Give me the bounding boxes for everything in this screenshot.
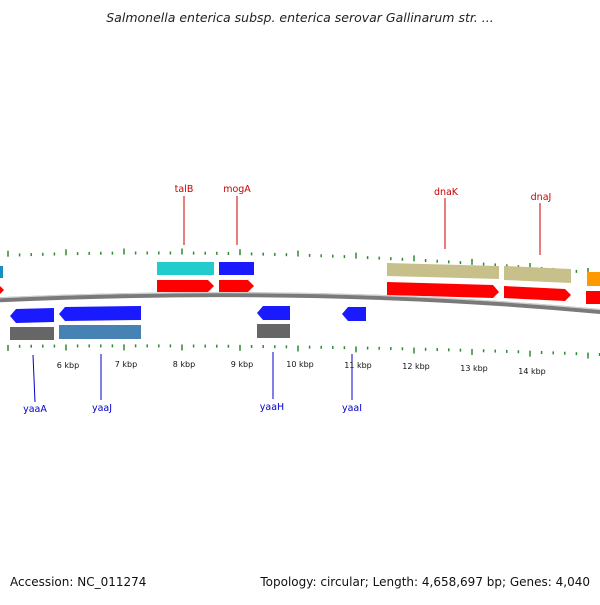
cds-edge-right[interactable]	[586, 291, 600, 304]
cds-yaaH[interactable]	[257, 306, 290, 320]
top-labels: talB mogA dnaK dnaJ	[175, 184, 552, 255]
label-line-yaaA	[32, 354, 36, 403]
gene-yaaH[interactable]	[257, 324, 290, 338]
ruler-ticks-bottom	[7, 344, 600, 359]
label-dnaJ[interactable]: dnaJ	[531, 192, 552, 203]
label-yaaJ[interactable]: yaaJ	[92, 403, 112, 414]
cds-yaaI[interactable]	[342, 307, 366, 321]
label-talB[interactable]: talB	[175, 184, 194, 195]
genome-summary-text: Topology: circular; Length: 4,658,697 bp…	[260, 575, 590, 589]
ruler-labels: 6 kbp 7 kbp 8 kbp 9 kbp 10 kbp 11 kbp 12…	[57, 360, 546, 376]
label-dnaK[interactable]: dnaK	[434, 187, 459, 198]
cds-edge-left[interactable]	[0, 286, 4, 294]
ruler-label-6kbp: 6 kbp	[57, 361, 79, 370]
ruler-label-9kbp: 9 kbp	[231, 360, 253, 369]
label-yaaA[interactable]: yaaA	[23, 404, 47, 415]
gene-yaaA[interactable]	[10, 327, 54, 340]
gene-edge-right-orange[interactable]	[587, 272, 600, 286]
forward-genes	[0, 262, 600, 304]
cds-dnaK[interactable]	[387, 282, 499, 298]
ruler-label-10kbp: 10 kbp	[286, 360, 314, 369]
ruler-label-8kbp: 8 kbp	[173, 360, 195, 369]
cds-yaaJ[interactable]	[59, 306, 141, 321]
chromosome-backbone-highlight	[0, 292, 600, 311]
ruler-label-12kbp: 12 kbp	[402, 362, 430, 371]
label-mogA[interactable]: mogA	[223, 184, 251, 195]
cds-dnaJ[interactable]	[504, 286, 571, 301]
gene-dnaJ[interactable]	[504, 266, 571, 283]
accession-text: Accession: NC_011274	[10, 575, 147, 589]
gene-edge-left-teal[interactable]	[0, 266, 3, 278]
cds-talB[interactable]	[157, 280, 214, 292]
bottom-labels: yaaA yaaJ yaaH yaaI	[23, 352, 362, 415]
ruler-label-14kbp: 14 kbp	[518, 367, 546, 376]
label-yaaI[interactable]: yaaI	[342, 403, 362, 414]
chromosome-backbone	[0, 292, 600, 315]
gene-mogA[interactable]	[219, 262, 254, 275]
reverse-genes	[10, 306, 366, 340]
gene-talB[interactable]	[157, 262, 214, 275]
cds-mogA[interactable]	[219, 280, 254, 292]
ruler-label-7kbp: 7 kbp	[115, 360, 137, 369]
gene-yaaJ[interactable]	[59, 325, 141, 339]
label-yaaH[interactable]: yaaH	[260, 402, 284, 413]
ruler-label-13kbp: 13 kbp	[460, 364, 488, 373]
ruler-label-11kbp: 11 kbp	[344, 361, 372, 370]
cds-yaaA[interactable]	[10, 308, 54, 323]
gene-dnaK[interactable]	[387, 263, 499, 279]
genome-title: Salmonella enterica subsp. enterica sero…	[106, 10, 494, 25]
